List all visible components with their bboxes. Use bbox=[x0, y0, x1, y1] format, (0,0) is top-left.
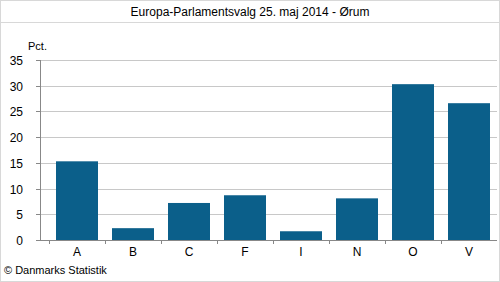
title: Europa-Parlamentsvalg 25. maj 2014 - Øru… bbox=[131, 5, 370, 19]
y-tick-label: 15 bbox=[10, 157, 24, 171]
bar bbox=[392, 84, 434, 240]
x-tick bbox=[49, 240, 50, 244]
y-axis-label: Pct. bbox=[28, 40, 47, 52]
x-axis bbox=[40, 240, 497, 241]
bar bbox=[280, 231, 322, 240]
x-tick-label: V bbox=[465, 245, 473, 259]
x-tick-label: O bbox=[408, 245, 417, 259]
y-tick-label: 20 bbox=[10, 131, 24, 145]
bar bbox=[224, 195, 266, 240]
x-tick-label: C bbox=[185, 245, 194, 259]
frame bbox=[1, 1, 500, 282]
y-tick-label: 0 bbox=[16, 234, 23, 248]
x-tick-label: F bbox=[241, 245, 248, 259]
x-tick bbox=[385, 240, 386, 244]
x-tick-label: A bbox=[73, 245, 81, 259]
x-tick-label: B bbox=[129, 245, 137, 259]
chart: Europa-Parlamentsvalg 25. maj 2014 - Øru… bbox=[0, 0, 500, 282]
y-tick bbox=[36, 60, 40, 61]
x-tick bbox=[329, 240, 330, 244]
x-tick bbox=[161, 240, 162, 244]
bar bbox=[56, 161, 98, 240]
title-rule bbox=[0, 22, 500, 23]
x-tick bbox=[273, 240, 274, 244]
y-tick bbox=[36, 189, 40, 190]
y-tick bbox=[36, 86, 40, 87]
y-tick bbox=[36, 214, 40, 215]
x-tick bbox=[105, 240, 106, 244]
bar bbox=[448, 103, 490, 240]
y-tick bbox=[36, 240, 40, 241]
y-tick bbox=[36, 111, 40, 112]
y-tick-label: 5 bbox=[16, 208, 23, 222]
source: © Danmarks Statistik bbox=[4, 264, 107, 276]
x-tick bbox=[217, 240, 218, 244]
y-tick-label: 35 bbox=[10, 54, 24, 68]
grid-line bbox=[40, 240, 497, 241]
bar bbox=[168, 203, 210, 240]
x-tick bbox=[441, 240, 442, 244]
bar bbox=[336, 198, 378, 240]
y-tick-label: 30 bbox=[10, 80, 24, 94]
y-tick bbox=[36, 163, 40, 164]
y-tick-label: 25 bbox=[10, 105, 24, 119]
bar bbox=[112, 228, 154, 240]
y-axis bbox=[40, 60, 41, 240]
x-tick-label: N bbox=[353, 245, 362, 259]
y-tick bbox=[36, 137, 40, 138]
y-tick-label: 10 bbox=[10, 183, 24, 197]
grid-line bbox=[40, 60, 497, 61]
bars bbox=[56, 84, 490, 240]
x-tick-label: I bbox=[299, 245, 302, 259]
